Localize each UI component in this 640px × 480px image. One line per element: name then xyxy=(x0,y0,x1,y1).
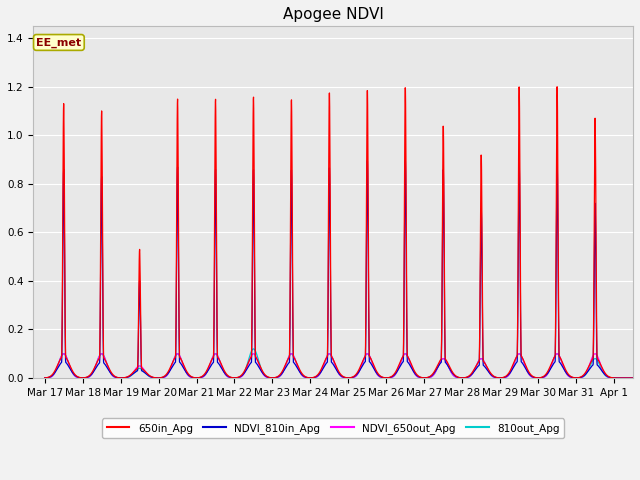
Text: EE_met: EE_met xyxy=(36,37,81,48)
Title: Apogee NDVI: Apogee NDVI xyxy=(283,7,383,22)
Legend: 650in_Apg, NDVI_810in_Apg, NDVI_650out_Apg, 810out_Apg: 650in_Apg, NDVI_810in_Apg, NDVI_650out_A… xyxy=(102,419,564,438)
